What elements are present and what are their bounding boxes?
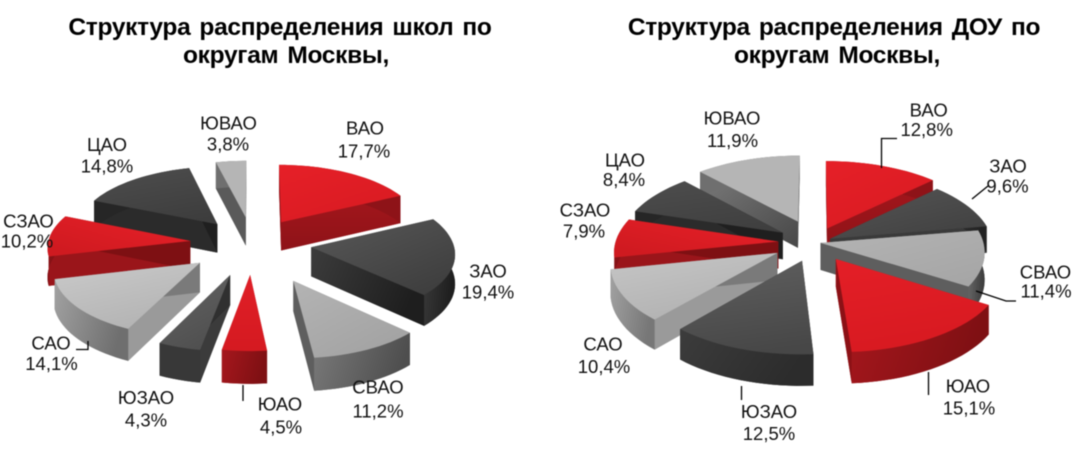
svg-text:ЦАО: ЦАО xyxy=(605,149,645,170)
svg-text:ВАО: ВАО xyxy=(910,100,948,121)
svg-text:ВАО: ВАО xyxy=(346,118,384,139)
svg-text:3,8%: 3,8% xyxy=(207,134,249,155)
svg-text:Структура распределения ДОУ по: Структура распределения ДОУ по xyxy=(628,14,1041,41)
svg-text:14,8%: 14,8% xyxy=(81,156,133,177)
svg-text:ЦАО: ЦАО xyxy=(87,134,127,155)
svg-text:округам Москвы,: округам Москвы, xyxy=(183,42,389,69)
svg-text:12,8%: 12,8% xyxy=(900,119,952,140)
svg-text:САО: САО xyxy=(31,333,70,354)
svg-text:10,2%: 10,2% xyxy=(1,231,53,252)
svg-text:САО: САО xyxy=(583,333,622,354)
svg-text:ЮАО: ЮАО xyxy=(258,394,302,415)
svg-text:ЮЗАО: ЮЗАО xyxy=(741,401,797,422)
svg-text:СВАО: СВАО xyxy=(1020,262,1071,283)
svg-text:10,4%: 10,4% xyxy=(578,356,630,377)
svg-text:4,5%: 4,5% xyxy=(260,417,302,438)
svg-text:7,9%: 7,9% xyxy=(563,221,605,242)
svg-text:СВАО: СВАО xyxy=(352,377,403,398)
svg-text:15,1%: 15,1% xyxy=(943,398,995,419)
svg-text:14,1%: 14,1% xyxy=(25,353,77,374)
svg-text:округам Москвы,: округам Москвы, xyxy=(734,42,940,69)
svg-text:8,4%: 8,4% xyxy=(603,169,645,190)
svg-text:СЗАО: СЗАО xyxy=(560,200,611,221)
svg-text:ЮВАО: ЮВАО xyxy=(704,108,761,129)
svg-text:СЗАО: СЗАО xyxy=(3,211,54,232)
svg-text:17,7%: 17,7% xyxy=(338,141,390,162)
svg-text:ЮВАО: ЮВАО xyxy=(200,113,257,134)
svg-text:11,9%: 11,9% xyxy=(707,130,758,151)
svg-text:12,5%: 12,5% xyxy=(743,423,795,444)
svg-text:ЮЗАО: ЮЗАО xyxy=(118,387,174,408)
svg-text:ЗАО: ЗАО xyxy=(469,261,507,282)
svg-text:11,4%: 11,4% xyxy=(1020,281,1071,302)
svg-text:ЗАО: ЗАО xyxy=(989,156,1027,177)
svg-text:ЮАО: ЮАО xyxy=(946,375,990,396)
svg-text:11,2%: 11,2% xyxy=(352,400,403,421)
svg-text:Структура распределения школ п: Структура распределения школ по xyxy=(68,14,492,41)
svg-text:19,4%: 19,4% xyxy=(462,281,514,302)
svg-text:9,6%: 9,6% xyxy=(986,176,1028,197)
svg-text:4,3%: 4,3% xyxy=(125,410,167,431)
